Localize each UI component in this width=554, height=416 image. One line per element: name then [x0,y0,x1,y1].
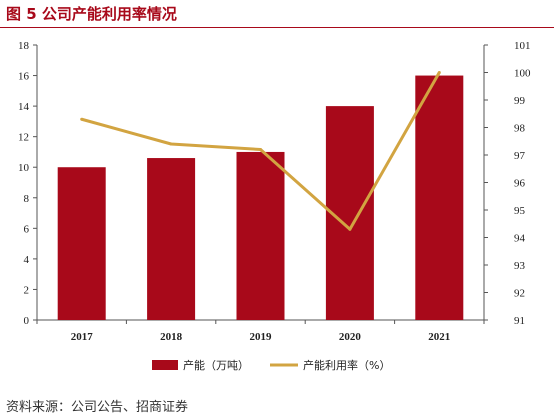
legend-label-line: 产能利用率（%） [303,358,390,372]
y-right-tick-label: 91 [514,315,525,327]
y-right-tick-label: 97 [514,150,526,162]
y-right-tick-label: 100 [514,68,531,80]
line-point [348,228,351,231]
bar [237,152,285,320]
bar-series [58,76,464,320]
y-left-tick-label: 18 [18,40,30,52]
y-left-tick-label: 16 [18,71,30,83]
y-left-tick-label: 0 [24,315,30,327]
y-right-tick-label: 94 [514,233,526,245]
y-right-tick-label: 101 [514,40,531,52]
x-tick-label: 2017 [71,331,94,343]
y-left-tick-label: 4 [24,254,30,266]
bar [58,167,106,320]
y-right-tick-label: 98 [514,123,526,135]
y-right-tick-label: 96 [514,178,526,190]
y-left-tick-label: 10 [18,162,30,174]
y-right-tick-label: 93 [514,260,526,272]
legend: 产能（万吨） 产能利用率（%） [152,358,390,372]
y-left-tick-label: 12 [18,132,29,144]
y-axis-right: 91 92 93 94 95 96 97 98 99 100 101 [484,40,531,327]
bar [415,76,463,320]
y-left-tick-label: 8 [24,193,30,205]
y-right-tick-label: 92 [514,288,525,300]
x-tick-label: 2021 [428,331,450,343]
bar [147,158,195,320]
y-axis-left: 0 2 4 6 8 10 12 14 16 18 [18,40,37,327]
line-point [170,143,173,146]
y-right-tick-label: 95 [514,205,526,217]
x-tick-label: 2018 [160,331,183,343]
legend-swatch-bar [152,360,178,370]
x-tick-label: 2020 [339,331,362,343]
legend-label-bar: 产能（万吨） [183,358,249,372]
line-point [80,118,83,121]
source-note: 资料来源：公司公告、招商证券 [6,396,188,415]
line-point [259,148,262,151]
y-left-tick-label: 6 [24,223,30,235]
x-axis: 2017 2018 2019 2020 2021 [71,331,451,343]
y-right-tick-label: 99 [514,95,526,107]
x-tick-label: 2019 [250,331,273,343]
line-point [438,71,441,74]
y-left-tick-label: 2 [24,284,30,296]
y-left-tick-label: 14 [18,101,30,113]
